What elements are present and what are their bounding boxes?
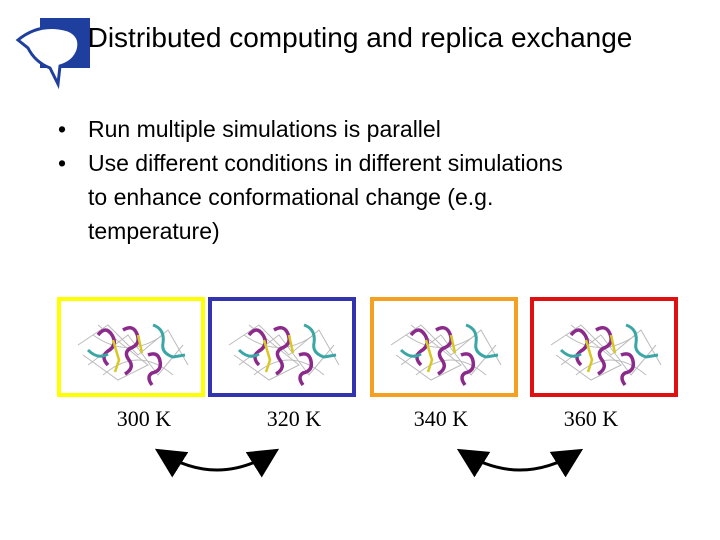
slide-title: Distributed computing and replica exchan… — [87, 22, 633, 53]
temperature-label: 360 K — [563, 406, 619, 431]
bullet: Use different conditions in different si… — [58, 146, 578, 248]
bullet-list: Run multiple simulations is parallel Use… — [58, 112, 578, 248]
temperature-label: 340 K — [413, 406, 469, 431]
temperature-label: 300 K — [116, 406, 172, 431]
exchange-arrows — [154, 448, 584, 478]
panel-frames — [57, 297, 678, 397]
bullet: Run multiple simulations is parallel — [58, 112, 578, 146]
temperature-label: 320 K — [266, 406, 322, 431]
logo — [15, 18, 90, 90]
